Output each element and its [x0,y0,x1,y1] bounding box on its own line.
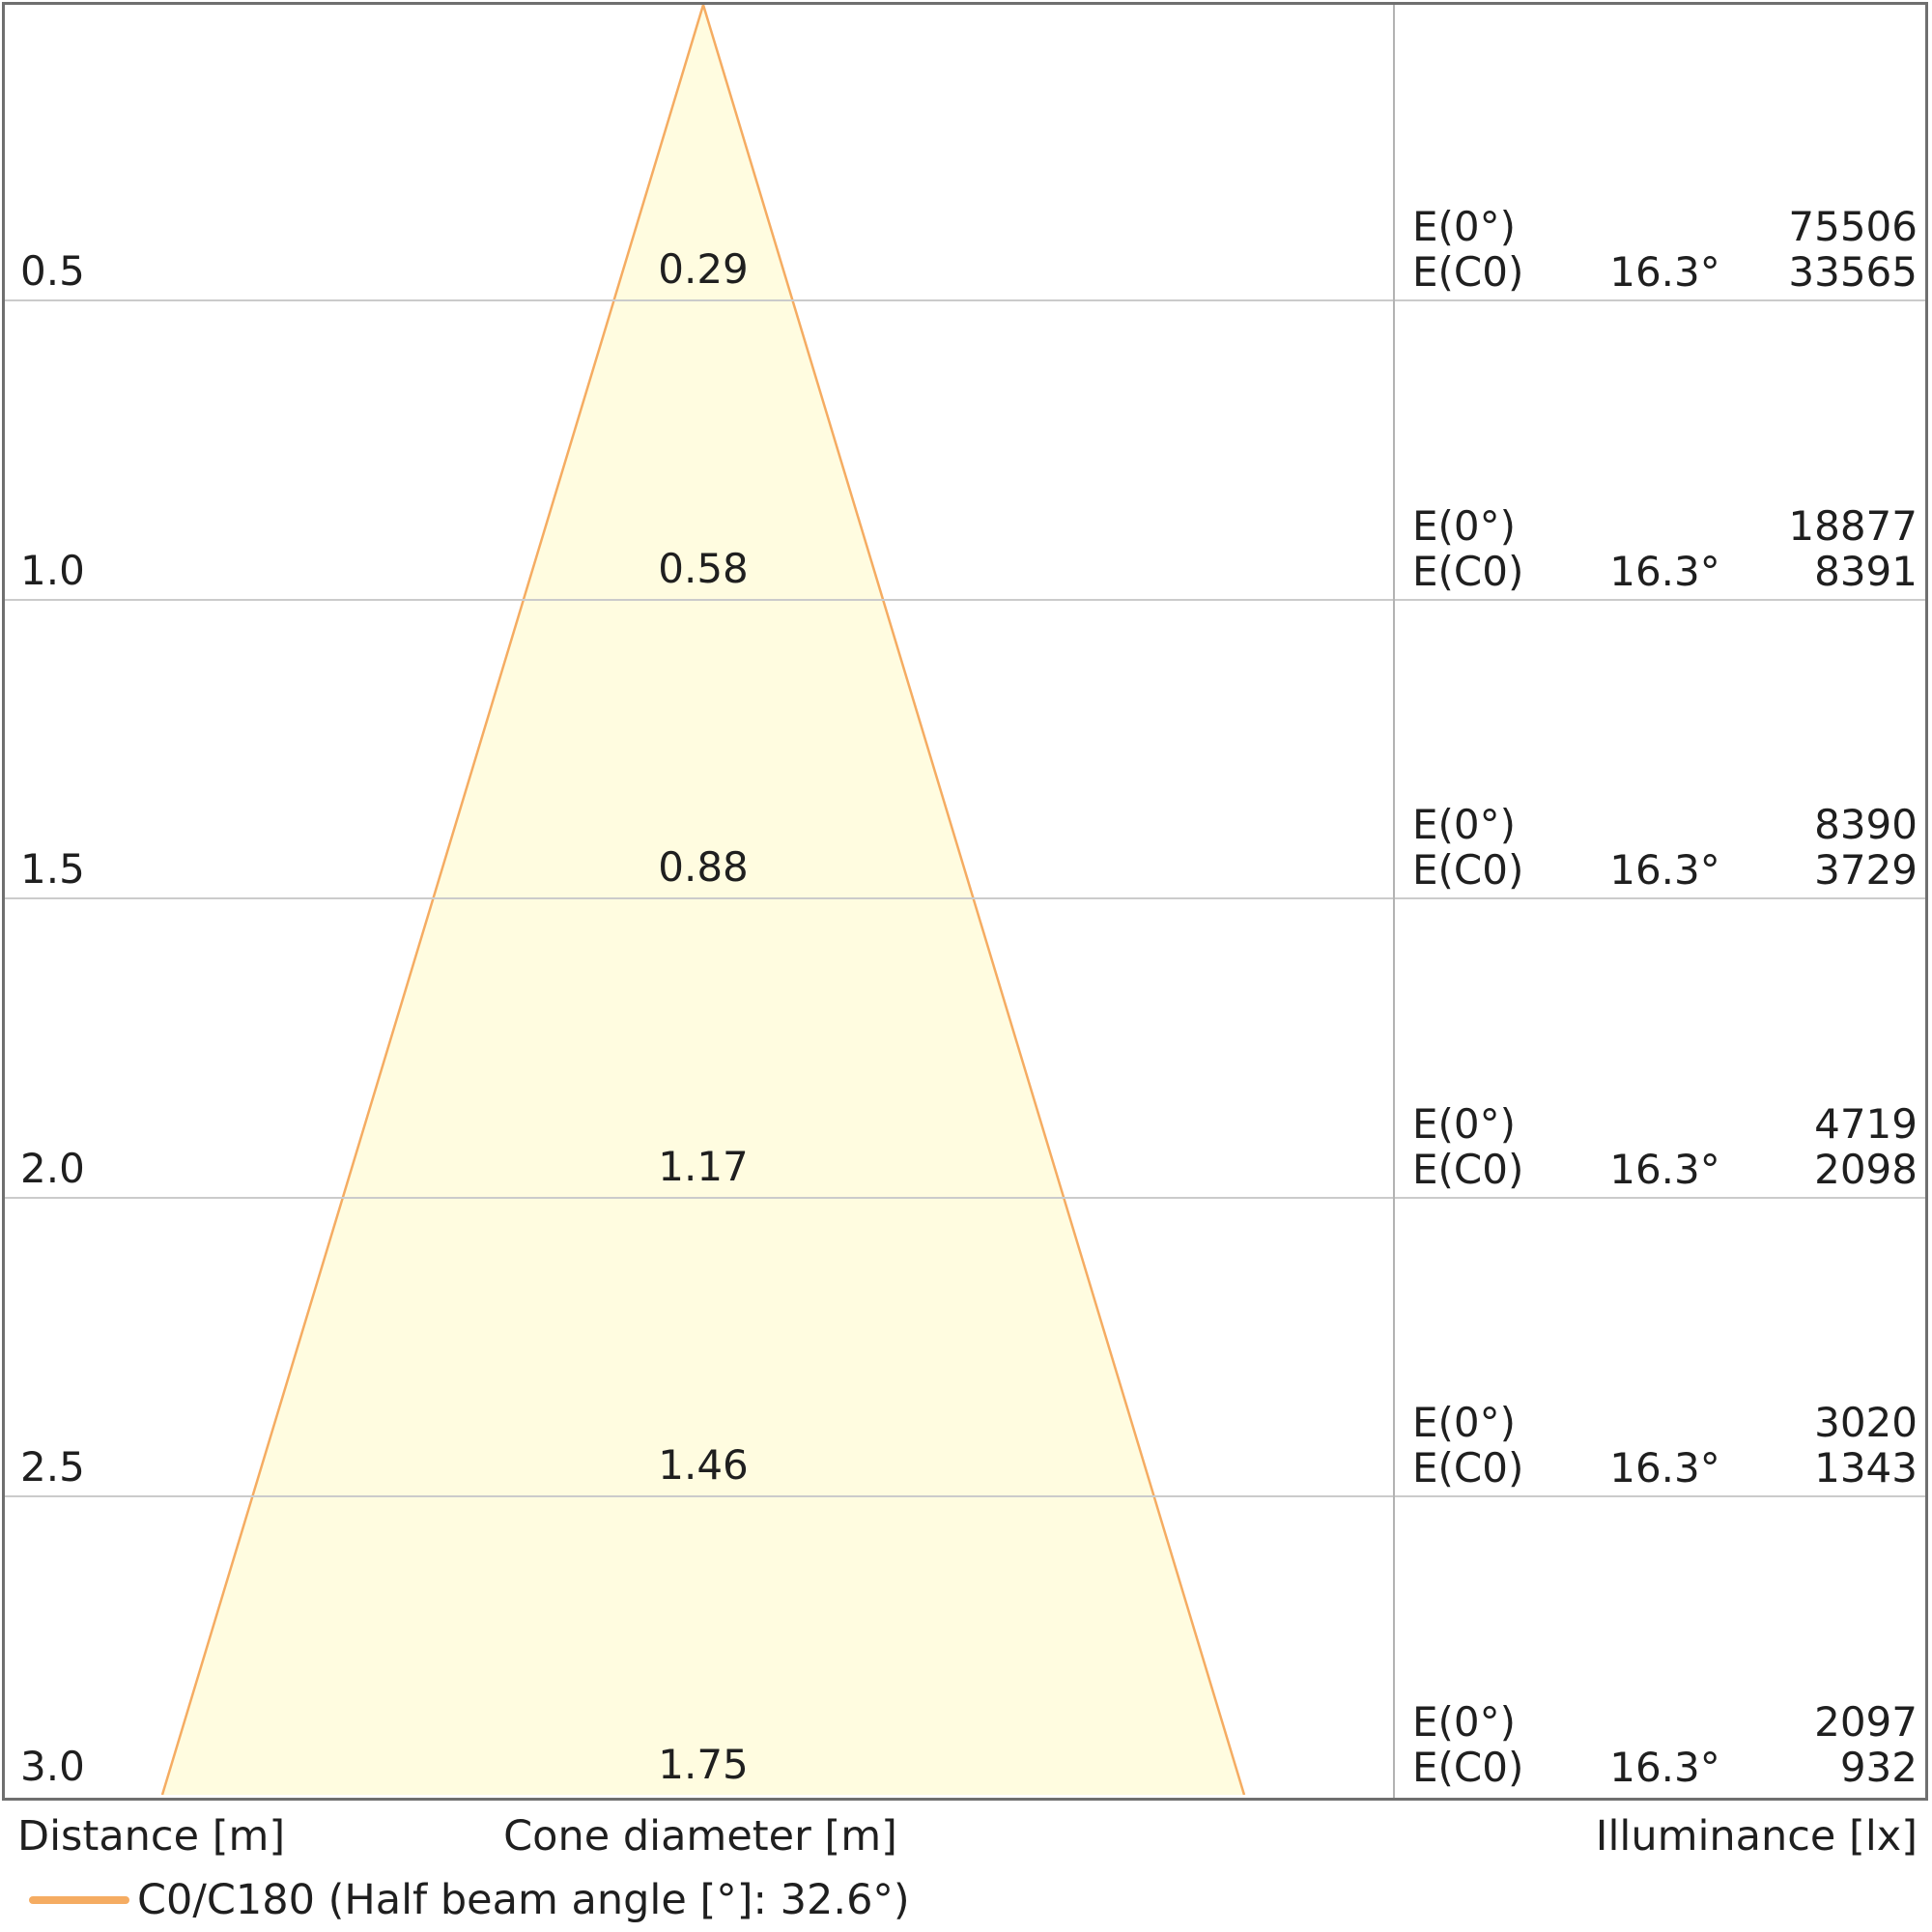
distance-label: 0.5 [20,247,85,295]
illuminance-block: E(0°) 4719 E(C0) 16.3° 2098 [1412,1101,1918,1192]
illuminance-block: E(0°) 2097 E(C0) 16.3° 932 [1412,1699,1918,1790]
spacer [1580,1101,1748,1147]
e0-label: E(0°) [1412,1698,1517,1746]
e0-label: E(0°) [1412,1100,1517,1148]
gridline-2.5m [5,1495,1925,1497]
beam-angle-value: 16.3° [1609,1744,1720,1791]
gridline-1.0m [5,599,1925,601]
cone-diameter-value: 1.46 [658,1441,749,1489]
gridline-1.5m [5,897,1925,899]
e0-label: E(0°) [1412,1399,1517,1446]
illuminance-block: E(0°) 75506 E(C0) 16.3° 33565 [1412,204,1918,295]
spacer [1580,204,1748,249]
spacer [1580,503,1748,549]
ec0-label: E(C0) [1412,1444,1524,1492]
ec0-value: 8391 [1814,548,1918,595]
distance-axis-caption: Distance [m] [17,1812,286,1861]
gridline-0.5m [5,299,1925,301]
gridline-2.0m [5,1197,1925,1199]
spacer [1580,802,1748,847]
cone-diameter-value: 0.88 [658,843,749,891]
distance-label: 2.0 [20,1145,85,1192]
beam-angle-value: 16.3° [1609,248,1720,296]
ec0-value: 2098 [1814,1146,1918,1193]
e0-value: 4719 [1814,1100,1918,1148]
beam-angle-value: 16.3° [1609,1444,1720,1492]
distance-label: 2.5 [20,1443,85,1491]
legend-line-swatch [29,1896,129,1904]
ec0-label: E(C0) [1412,248,1524,296]
e0-label: E(0°) [1412,801,1517,848]
panel-divider [1393,5,1395,1798]
distance-label: 1.5 [20,845,85,893]
e0-value: 75506 [1788,203,1918,250]
beam-angle-value: 16.3° [1609,846,1720,894]
beam-angle-value: 16.3° [1609,548,1720,595]
ec0-value: 932 [1839,1744,1918,1791]
ec0-value: 33565 [1788,248,1918,296]
distance-label: 1.0 [20,547,85,594]
cone-diameter-value: 0.58 [658,545,749,592]
illuminance-block: E(0°) 18877 E(C0) 16.3° 8391 [1412,503,1918,594]
cone-diameter-value: 1.75 [658,1741,749,1788]
e0-label: E(0°) [1412,203,1517,250]
e0-value: 2097 [1814,1698,1918,1746]
cone-diameter-value: 1.17 [658,1143,749,1190]
e0-value: 3020 [1814,1399,1918,1446]
distance-label: 3.0 [20,1743,85,1790]
legend-label: C0/C180 (Half beam angle [°]: 32.6°) [137,1876,910,1924]
ec0-value: 3729 [1814,846,1918,894]
spacer [1580,1400,1748,1445]
e0-value: 8390 [1814,801,1918,848]
spacer [1580,1699,1748,1745]
cone-diameter-value: 0.29 [658,245,749,293]
e0-label: E(0°) [1412,502,1517,550]
illuminance-block: E(0°) 8390 E(C0) 16.3° 3729 [1412,802,1918,893]
chart-area: 0.5 0.29 E(0°) 75506 E(C0) 16.3° 33565 1… [2,2,1928,1801]
beam-angle-value: 16.3° [1609,1146,1720,1193]
ec0-label: E(C0) [1412,548,1524,595]
illuminance-block: E(0°) 3020 E(C0) 16.3° 1343 [1412,1400,1918,1491]
ec0-value: 1343 [1814,1444,1918,1492]
illuminance-axis-caption: Illuminance [lx] [1595,1812,1918,1861]
cone-diameter-axis-caption: Cone diameter [m] [503,1812,897,1861]
ec0-label: E(C0) [1412,1146,1524,1193]
e0-value: 18877 [1788,502,1918,550]
beam-cone-shape [162,5,1244,1795]
ec0-label: E(C0) [1412,1744,1524,1791]
ec0-label: E(C0) [1412,846,1524,894]
